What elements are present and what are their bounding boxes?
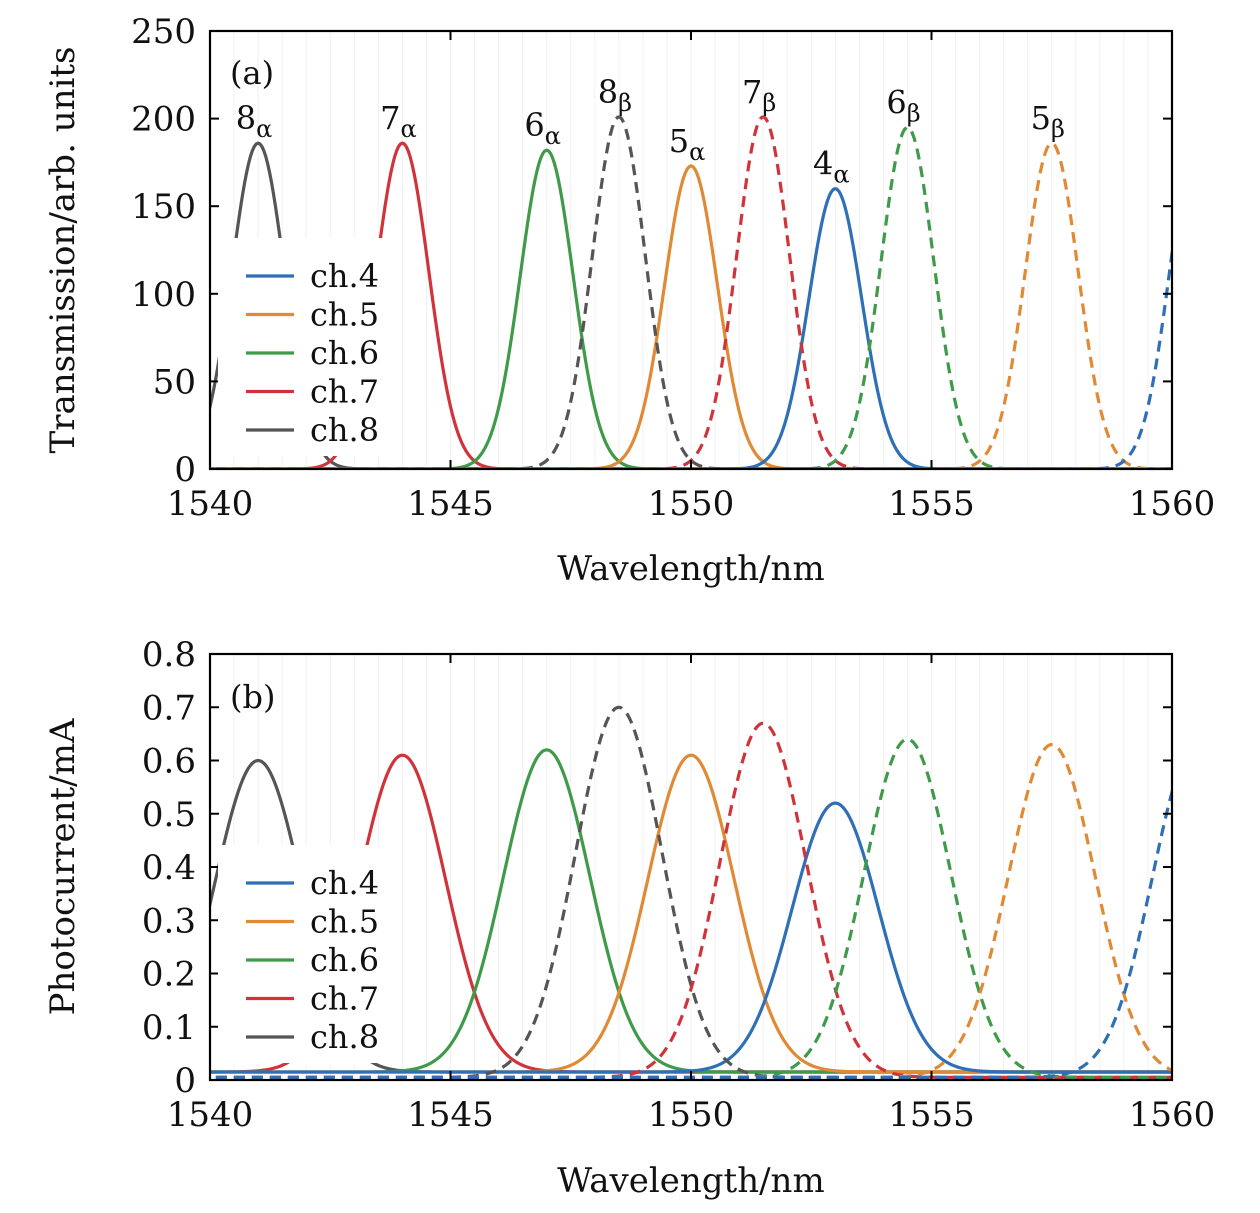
panel-b-legend: ch.4ch.5ch.6ch.7ch.8 <box>218 845 390 1063</box>
peak-label: 6β <box>886 83 920 127</box>
series-line-ch4-solid <box>210 801 1172 1074</box>
y-tick-label: 0.3 <box>142 901 196 941</box>
legend-entry-label: ch.6 <box>310 941 379 979</box>
x-tick-label: 1555 <box>888 1095 975 1135</box>
x-tick-label: 1545 <box>407 1095 494 1135</box>
panel-a-y-title: Transmission/arb. units <box>43 47 83 454</box>
legend-entry-label: ch.7 <box>310 980 379 1018</box>
y-tick-label: 0.2 <box>142 955 196 995</box>
panel-a-legend: ch.4ch.5ch.6ch.7ch.8 <box>218 238 390 456</box>
x-tick-label: 1540 <box>167 484 254 524</box>
peak-label: 8α <box>236 99 273 143</box>
y-tick-label: 0.6 <box>142 742 196 782</box>
panel-a-label: (a) <box>230 54 274 92</box>
peak-label: 7β <box>742 73 776 117</box>
x-tick-label: 1560 <box>1129 1095 1216 1135</box>
x-tick-label: 1560 <box>1129 484 1216 524</box>
y-tick-label: 0 <box>174 1061 196 1101</box>
x-tick-label: 1550 <box>648 484 735 524</box>
peak-label: 8β <box>598 73 632 117</box>
panel-a-ticks: 1540 1545 1550 1555 1560 0 50 100 150 200 250 <box>131 12 1215 524</box>
y-tick-label: 50 <box>153 362 196 402</box>
legend-entry-label: ch.4 <box>310 864 379 902</box>
y-tick-label: 150 <box>131 187 196 227</box>
x-tick-label: 1555 <box>888 484 975 524</box>
y-tick-label: 0.8 <box>142 635 196 675</box>
legend-background <box>218 238 390 456</box>
peak-label: 4α <box>813 145 850 189</box>
legend-entry-label: ch.4 <box>310 257 379 295</box>
series-line-ch8-solid <box>210 141 1172 469</box>
legend-background <box>218 845 390 1063</box>
y-tick-label: 250 <box>131 12 196 52</box>
legend-entry-label: ch.5 <box>310 296 379 334</box>
peak-label: 5β <box>1031 99 1065 143</box>
panel-a-peak-labels: 8α 7α 6α 5α 4α 8β 7β 6β 5β <box>236 73 1065 189</box>
y-tick-label: 0.1 <box>142 1008 196 1048</box>
panel-b-y-title: Photocurrent/mA <box>43 718 83 1015</box>
y-tick-label: 0 <box>174 450 196 490</box>
legend-entry-label: ch.8 <box>310 1018 379 1056</box>
legend-entry-label: ch.8 <box>310 411 379 449</box>
peak-label: 6α <box>524 106 561 150</box>
y-tick-label: 0.7 <box>142 688 196 728</box>
x-tick-label: 1550 <box>648 1095 735 1135</box>
series-line-ch7-dashed <box>210 721 1172 1079</box>
legend-entry-label: ch.5 <box>310 903 379 941</box>
panel-b-x-title: Wavelength/nm <box>557 1161 824 1201</box>
peak-label: 5α <box>669 122 706 166</box>
panel-b-label: (b) <box>230 678 275 716</box>
x-tick-label: 1540 <box>167 1095 254 1135</box>
panel-a-x-title: Wavelength/nm <box>557 549 824 589</box>
legend-entry-label: ch.7 <box>310 373 379 411</box>
y-tick-label: 100 <box>131 275 196 315</box>
y-tick-label: 0.4 <box>142 848 196 888</box>
legend-entry-label: ch.6 <box>310 334 379 372</box>
panel-b: 1540 1545 1550 1555 1560 0 0.1 0.2 0.3 0.4 0.5 0.6 0… <box>43 635 1215 1201</box>
x-tick-label: 1545 <box>407 484 494 524</box>
y-tick-label: 200 <box>131 100 196 140</box>
y-tick-label: 0.5 <box>142 795 196 835</box>
peak-label: 7α <box>380 99 417 143</box>
panel-b-ticks: 1540 1545 1550 1555 1560 0 0.1 0.2 0.3 0.4 0.5 0.6 0… <box>142 635 1215 1135</box>
series-line-ch5-solid <box>210 164 1172 469</box>
